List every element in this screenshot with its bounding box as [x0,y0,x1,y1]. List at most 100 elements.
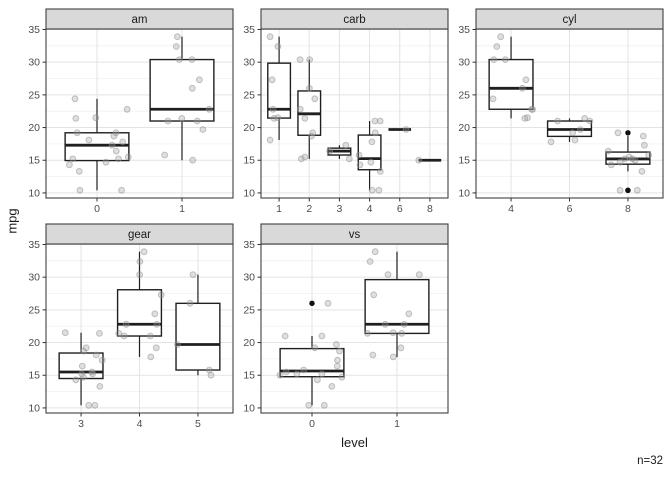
y-tick-label: 35 [243,239,255,251]
jitter-point [189,156,197,164]
jitter-point [123,105,131,113]
jitter-point [521,115,529,122]
jitter-point [389,329,397,337]
facet-strip-label: cyl [562,14,576,26]
jitter-point [324,299,332,307]
jitter-point [73,129,81,137]
jitter-point [146,332,154,340]
jitter-point [266,136,274,144]
jitter-point [96,330,103,337]
jitter-point [633,186,641,194]
facet-strip-label: carb [343,14,365,26]
x-tick-label: 1 [394,418,400,430]
jitter-point [199,126,207,133]
jitter-point [381,320,389,328]
jitter-point [140,248,148,256]
y-tick-label: 10 [243,402,255,414]
facet-gear: gear 10 15 20 25 30 35 3 4 5 [28,223,234,430]
outlier-point [625,187,631,194]
jitter-point [571,136,579,144]
boxplot-vs-1 [364,251,430,357]
jitter-point [320,401,328,409]
y-tick-label: 15 [458,155,470,167]
jitter-point [188,84,196,92]
y-tick-label: 25 [243,89,255,101]
y-tick-label: 35 [28,239,40,251]
x-tick-label: 4 [137,418,143,430]
jitter-point [519,84,526,92]
jitter-point [297,155,305,163]
outlier-point [309,300,315,307]
jitter-point [157,291,165,299]
jitter-point [281,332,289,340]
jitter-point [604,147,612,155]
y-tick-label: 35 [458,24,470,36]
facet-strip-label: am [132,14,148,26]
jitter-point [356,161,364,169]
jitter-point [186,299,194,307]
jitter-point [398,330,406,337]
jitter-point [69,155,77,163]
jitter-point [147,353,155,361]
jitter-point [616,186,624,194]
jitter-point [301,115,309,122]
box [149,58,215,122]
jitter-point [178,115,186,122]
jitter-point [415,156,423,164]
jitter-point [371,248,379,256]
jitter-point [368,186,376,194]
jitter-point [112,129,120,137]
y-tick-label: 20 [243,122,255,134]
jitter-point [61,329,69,337]
jitter-point [528,105,536,113]
jitter-point [115,330,123,337]
jitter-point [266,33,274,41]
x-tick-label: 3 [336,203,342,215]
jitter-point [368,138,376,146]
jitter-point [269,105,277,113]
jitter-point [375,186,383,194]
x-tick-label: 1 [179,203,185,215]
jitter-point [311,95,319,103]
x-tick-label: 4 [508,203,514,215]
jitter-point [78,362,86,370]
jitter-point [366,258,374,265]
jitter-point [614,129,622,137]
jitter-point [309,129,317,137]
jitter-point [301,153,309,161]
y-tick-label: 25 [243,304,255,316]
jitter-point [136,271,144,279]
jitter-point [569,129,576,137]
jitter-point [119,138,127,146]
jitter-point [122,320,130,328]
jitter-point [333,341,340,348]
jitter-point [389,353,397,361]
y-tick-label: 15 [28,155,40,167]
facet-strip [260,8,449,30]
x-tick-label: 5 [195,418,201,430]
jitter-point [616,158,624,166]
y-tick-label: 15 [243,370,255,382]
x-tick-label: 8 [427,203,433,215]
jitter-point [554,117,561,125]
jitter-point [405,310,413,318]
jitter-point [82,344,90,352]
jitter-point [333,362,341,370]
jitter-point [92,351,100,359]
y-tick-label: 25 [458,89,470,101]
jitter-point [328,383,336,390]
jitter-point [493,43,501,50]
jitter-point [161,151,169,159]
jitter-point [607,161,615,169]
jitter-point [376,168,384,175]
jitter-point [400,320,408,328]
jitter-point [193,117,201,125]
x-tick-label: 6 [397,203,403,215]
boxplot-carb-3 [327,145,352,159]
jitter-point [118,186,125,194]
sample-size-caption: n=32 [637,455,663,467]
x-tick-label: 1 [276,203,282,215]
jitter-point [274,114,282,122]
jitter-point [151,310,159,318]
